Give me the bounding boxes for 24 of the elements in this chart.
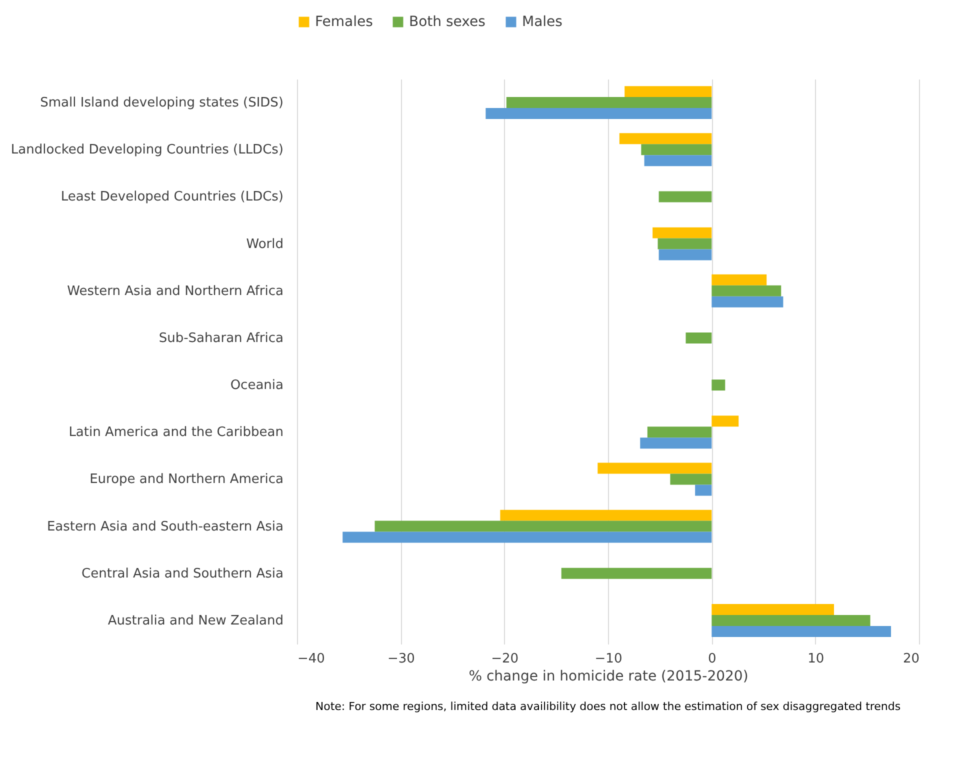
x-tick-label: −30: [387, 652, 415, 666]
y-tick-label: Europe and Northern America: [90, 472, 284, 488]
x-tick-label: 10: [808, 652, 824, 666]
legend-label: Both sexes: [409, 14, 486, 30]
y-tick-label: Western Asia and Northern Africa: [67, 284, 284, 299]
y-tick-label: Least Developed Countries (LDCs): [60, 190, 284, 205]
y-tick-label: Australia and New Zealand: [108, 613, 284, 628]
y-tick-label: Central Asia and Southern Asia: [82, 566, 284, 582]
y-tick-label: World: [246, 236, 284, 252]
x-tick-label: 0: [708, 652, 716, 666]
legend-label: Males: [522, 14, 562, 30]
legend-label: Females: [315, 14, 373, 30]
y-tick-label: Sub-Saharan Africa: [158, 330, 284, 346]
y-tick-label: Small Island developing states (SIDS): [40, 96, 284, 111]
x-axis-title: % change in homicide rate (2015-2020): [468, 668, 748, 684]
x-tick-label: 20: [902, 652, 920, 666]
x-tick-label: −20: [491, 652, 519, 666]
y-tick-label: Eastern Asia and South-eastern Asia: [46, 519, 284, 534]
y-tick-label: Oceania: [230, 378, 284, 394]
x-tick-label: −10: [594, 652, 622, 666]
text: Note: For some regions, limited data availibility does not allow the estimation of sex disaggregated trends: [315, 700, 901, 713]
y-tick-label: Latin America and the Caribbean: [68, 425, 284, 440]
x-tick-label: −40: [298, 652, 325, 666]
y-tick-label: Landlocked Developing Countries (LLDCs): [10, 142, 284, 158]
